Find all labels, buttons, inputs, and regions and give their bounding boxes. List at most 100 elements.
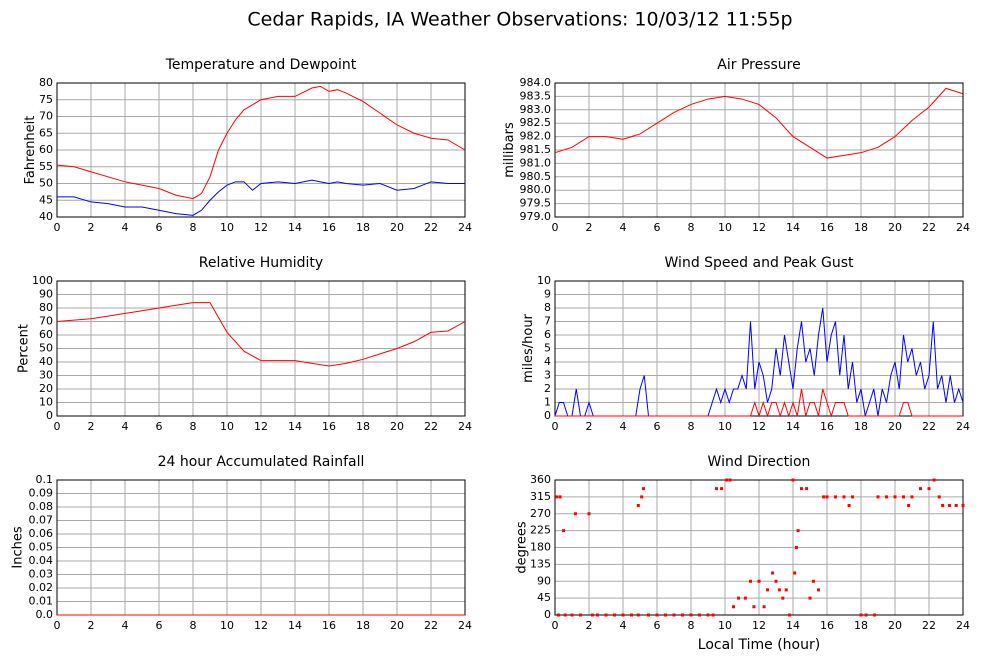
y-tick-label: 981.0 — [520, 156, 552, 169]
y-axis-label: degrees — [515, 521, 530, 574]
y-tick-label: 4 — [544, 355, 551, 368]
data-point — [743, 596, 747, 600]
x-tick-label: 8 — [190, 221, 197, 234]
data-point — [641, 487, 645, 491]
y-tick-label: 90 — [39, 288, 53, 301]
data-point — [720, 487, 724, 491]
x-tick-label: 4 — [620, 221, 627, 234]
y-tick-label: 0.07 — [29, 514, 54, 527]
x-tick-label: 10 — [718, 420, 732, 433]
x-tick-label: 12 — [254, 221, 268, 234]
data-point — [752, 605, 756, 609]
data-point — [613, 613, 616, 617]
data-point — [800, 487, 803, 491]
x-tick-label: 10 — [220, 420, 234, 433]
x-tick-label: 4 — [122, 221, 129, 234]
x-tick-label: 16 — [820, 420, 834, 433]
x-tick-label: 20 — [390, 619, 404, 632]
x-tick-label: 14 — [288, 420, 302, 433]
x-tick-label: 14 — [288, 221, 302, 234]
x-tick-label: 4 — [620, 619, 627, 632]
x-tick-label: 22 — [922, 619, 936, 632]
y-axis-label: miles/hour — [521, 313, 536, 382]
y-tick-label: 0.02 — [29, 581, 54, 594]
x-tick-label: 6 — [156, 619, 163, 632]
x-tick-label: 16 — [820, 619, 834, 632]
x-tick-label: 16 — [322, 221, 336, 234]
y-tick-label: 80 — [39, 301, 53, 314]
y-tick-label: 100 — [32, 274, 53, 287]
x-tick-label: 2 — [586, 619, 593, 632]
y-tick-label: 70 — [39, 315, 53, 328]
x-tick-label: 10 — [718, 619, 732, 632]
x-tick-label: 10 — [220, 221, 234, 234]
data-point — [811, 579, 815, 583]
x-tick-label: 2 — [586, 420, 593, 433]
y-tick-label: 980.5 — [520, 170, 552, 183]
x-tick-label: 24 — [956, 619, 970, 632]
y-tick-label: 40 — [39, 355, 53, 368]
y-tick-label: 0.05 — [29, 541, 54, 554]
data-point — [573, 512, 577, 516]
x-tick-label: 8 — [190, 619, 197, 632]
data-point — [706, 613, 710, 617]
y-tick-label: 2 — [544, 382, 551, 395]
x-tick-label: 12 — [254, 420, 268, 433]
y-tick-label: 65 — [39, 126, 53, 139]
y-tick-label: 6 — [544, 328, 551, 341]
x-tick-label: 0 — [54, 619, 61, 632]
data-point — [932, 478, 936, 482]
x-tick-label: 18 — [854, 221, 868, 234]
data-point — [728, 478, 732, 482]
x-tick-label: 24 — [458, 619, 472, 632]
y-tick-label: 981.5 — [520, 143, 552, 156]
x-tick-label: 22 — [922, 420, 936, 433]
y-tick-label: 135 — [530, 557, 551, 570]
x-tick-label: 18 — [356, 420, 370, 433]
x-tick-label: 2 — [88, 221, 95, 234]
data-point — [919, 487, 922, 491]
data-point — [788, 613, 792, 617]
y-tick-label: 0.08 — [29, 500, 54, 513]
data-point — [558, 495, 562, 499]
x-tick-label: 6 — [156, 420, 163, 433]
data-point — [902, 495, 905, 499]
data-point — [834, 495, 837, 499]
y-axis-label: Percent — [17, 324, 32, 373]
x-tick-label: 22 — [922, 221, 936, 234]
data-point — [749, 579, 752, 583]
x-tick-label: 18 — [356, 619, 370, 632]
data-point — [640, 495, 644, 499]
data-point — [737, 596, 741, 600]
data-point — [784, 588, 788, 592]
x-tick-label: 6 — [654, 420, 661, 433]
x-tick-label: 4 — [122, 420, 129, 433]
y-tick-label: 979.0 — [520, 210, 552, 223]
data-point — [698, 613, 701, 617]
data-point — [842, 495, 846, 499]
y-tick-label: 60 — [39, 328, 53, 341]
y-tick-label: 982.0 — [520, 130, 552, 143]
x-tick-label: 12 — [752, 420, 766, 433]
y-tick-label: 1 — [544, 396, 551, 409]
data-point — [563, 613, 567, 617]
data-point — [672, 613, 676, 617]
data-point — [794, 546, 798, 549]
y-tick-label: 270 — [530, 507, 551, 520]
data-line — [57, 179, 465, 216]
x-tick-label: 10 — [220, 619, 234, 632]
x-tick-label: 16 — [820, 221, 834, 234]
y-tick-label: 50 — [39, 342, 53, 355]
y-tick-label: 55 — [39, 160, 53, 173]
y-tick-label: 80 — [39, 76, 53, 89]
x-tick-label: 12 — [752, 221, 766, 234]
x-tick-label: 16 — [322, 619, 336, 632]
data-point — [590, 613, 594, 617]
data-point — [791, 478, 795, 482]
y-tick-label: 70 — [39, 110, 53, 123]
y-tick-label: 0.0 — [36, 608, 54, 621]
data-point — [774, 579, 778, 583]
data-point — [655, 613, 659, 617]
x-tick-label: 10 — [718, 221, 732, 234]
